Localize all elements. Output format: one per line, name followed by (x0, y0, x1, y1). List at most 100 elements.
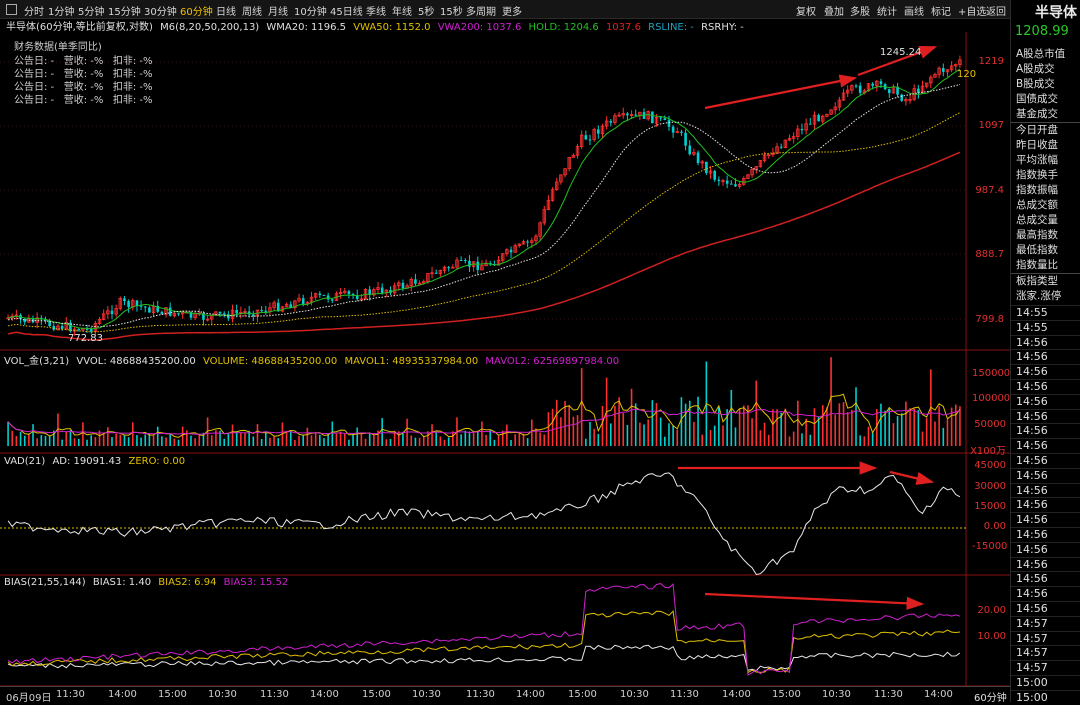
period-tab[interactable]: 45日线 (330, 7, 363, 18)
period-tab[interactable]: 更多 (502, 7, 522, 18)
candle-body (313, 293, 318, 298)
vad-tick: 0.00 (983, 521, 1006, 532)
period-tab[interactable]: 15秒 (440, 7, 463, 18)
time-tick: 11:30 (670, 689, 699, 700)
tick-time: 14:57 (1011, 630, 1080, 646)
stat-menu-item[interactable]: 涨家.涨停 (1016, 290, 1062, 302)
bias-tick: 20.00 (977, 605, 1006, 616)
candle-body (243, 311, 247, 313)
time-tick: 11:30 (260, 689, 289, 700)
candle-body (64, 322, 68, 330)
tick-time: 14:56 (1011, 408, 1080, 424)
vol-unit: X100万 (970, 446, 1006, 457)
candle-body (613, 115, 617, 124)
candle-body (817, 115, 820, 122)
candle-body (841, 92, 846, 101)
candle-body (800, 128, 804, 131)
period-tab[interactable]: 5秒 (418, 7, 435, 18)
candle-body (447, 267, 450, 269)
time-tick: 15:00 (158, 689, 187, 700)
panel-toggle-icon[interactable] (6, 4, 17, 15)
stat-menu-item[interactable]: A股总市值 (1016, 48, 1066, 60)
stat-menu-item[interactable]: 国债成交 (1016, 93, 1058, 105)
candle-body (235, 310, 238, 314)
period-tab[interactable]: 月线 (268, 7, 288, 18)
candle-body (821, 115, 825, 122)
toolbar-button[interactable]: 复权 (796, 7, 816, 18)
tick-time: 14:56 (1011, 349, 1080, 364)
candle-body (496, 259, 501, 266)
stat-menu-item[interactable]: 最低指数 (1016, 244, 1058, 256)
period-tab[interactable]: 60分钟 (180, 7, 213, 18)
kline-chart[interactable] (0, 0, 1010, 702)
stat-menu-item[interactable]: 指数振幅 (1016, 184, 1058, 196)
period-tab[interactable]: 5分钟 (78, 7, 105, 18)
candle-body (417, 282, 422, 285)
candle-body (812, 114, 817, 125)
tick-time: 14:56 (1011, 452, 1080, 468)
toolbar-button[interactable]: 统计 (877, 7, 897, 18)
rsrhy-label: RSRHY: - (701, 22, 744, 33)
period-tab[interactable]: 周线 (242, 7, 262, 18)
period-tab[interactable]: 30分钟 (144, 7, 177, 18)
stat-menu-item[interactable]: 最高指数 (1016, 229, 1058, 241)
stat-menu-item[interactable]: 指数量比 (1016, 259, 1058, 271)
stat-menu-item[interactable]: 昨日收盘 (1016, 139, 1058, 151)
price-tick: 1097 (978, 120, 1004, 131)
candle-body (584, 135, 588, 140)
vad-tick: -15000 (972, 541, 1008, 552)
time-tick: 15:00 (362, 689, 391, 700)
stat-menu-item[interactable]: 平均涨幅 (1016, 154, 1058, 166)
volume-bars (7, 357, 961, 446)
stat-menu-item[interactable]: 指数换手 (1016, 169, 1058, 181)
vad-tick: 30000 (974, 481, 1006, 492)
period-tab[interactable]: 年线 (392, 7, 412, 18)
candle-body (143, 306, 147, 308)
stat-menu-item[interactable]: 板指类型 (1011, 273, 1080, 289)
toolbar-button[interactable]: 返回 (986, 7, 1006, 18)
candle-body (476, 261, 480, 270)
stat-menu-item[interactable]: 总成交量 (1016, 214, 1058, 226)
volume-panel-header: VOL_金(3,21) VVOL: 48688435200.00 VOLUME:… (4, 352, 623, 367)
candle-body (347, 291, 351, 295)
toolbar-button[interactable]: 叠加 (824, 7, 844, 18)
period-tab[interactable]: 分时 (24, 7, 44, 18)
candle-body (480, 265, 484, 271)
period-tab[interactable]: 季线 (366, 7, 386, 18)
stat-menu-item[interactable]: A股成交 (1016, 63, 1055, 75)
period-tab[interactable]: 日线 (216, 7, 236, 18)
period-tab[interactable]: 1分钟 (48, 7, 75, 18)
financial-row: 公告日: - 营收: -% 扣非: -% (14, 69, 153, 80)
period-tab[interactable]: 10分钟 (294, 7, 327, 18)
candle-body (326, 295, 330, 300)
stat-menu-item[interactable]: 基金成交 (1016, 108, 1058, 120)
time-axis: 06月09日 11:30 14:00 15:00 10:30 11:30 14:00 15:0… (0, 686, 1010, 704)
red-value-label: 1037.6 (605, 22, 641, 33)
candle-body (56, 325, 60, 331)
stat-menu-item[interactable]: 总成交额 (1016, 199, 1058, 211)
toolbar-button[interactable]: 标记 (931, 7, 951, 18)
candle-body (626, 113, 629, 116)
vwa200-label: VWA200: 1037.6 (437, 22, 522, 33)
toolbar-button[interactable]: 多股 (850, 7, 870, 18)
vwa200-line (7, 151, 961, 341)
candle-body (941, 68, 945, 72)
candle-body (359, 298, 364, 301)
candle-body (600, 125, 605, 135)
candle-body (651, 111, 654, 124)
candle-body (538, 222, 542, 237)
period-tab[interactable]: 多周期 (466, 7, 496, 18)
toolbar-button[interactable]: 画线 (904, 7, 924, 18)
candle-body (597, 129, 600, 134)
candle-body (692, 152, 696, 155)
stat-menu-item[interactable]: 今日开盘 (1011, 122, 1080, 138)
toolbar-button[interactable]: +自选 (958, 7, 987, 18)
period-indicator[interactable]: 60分钟 (974, 693, 1007, 704)
period-tab[interactable]: 15分钟 (108, 7, 141, 18)
candle-body (937, 67, 941, 75)
candle-body (705, 161, 708, 174)
candle-body (52, 325, 56, 330)
candle-body (659, 117, 662, 119)
stat-menu-item[interactable]: B股成交 (1016, 78, 1055, 90)
candle-body (72, 328, 77, 332)
